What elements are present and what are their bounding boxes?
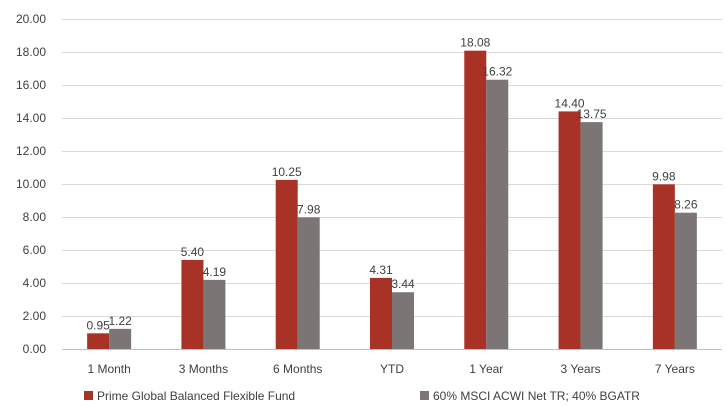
bar-benchmark [392, 292, 414, 349]
data-label: 8.26 [674, 198, 698, 212]
data-label: 13.75 [577, 107, 607, 121]
data-label: 3.44 [391, 277, 415, 291]
data-label: 10.25 [272, 165, 302, 179]
x-tick-label: 3 Months [179, 362, 228, 376]
bar-benchmark [674, 212, 697, 349]
bar-fund [87, 333, 110, 349]
data-label: 4.19 [203, 265, 227, 279]
y-tick-label: 8.00 [23, 210, 47, 224]
y-tick-label: 10.00 [16, 177, 46, 191]
y-tick-label: 2.00 [23, 309, 47, 323]
data-labels: 0.951.22 5.40 4.19 10.25 7.98 4.313.44 18.08 16… [86, 36, 697, 333]
x-tick-label: 7 Years [655, 362, 695, 376]
data-label: 16.32 [482, 65, 512, 79]
y-tick-label: 12.00 [16, 144, 46, 158]
data-label: 5.40 [181, 245, 205, 259]
bar-fund [652, 184, 675, 349]
gridlines [62, 19, 722, 350]
x-tick-label: 1 Month [87, 362, 130, 376]
x-tick-label: 6 Months [273, 362, 322, 376]
bar-benchmark [297, 217, 320, 349]
bar-fund [370, 277, 392, 349]
bar-fund [464, 50, 487, 350]
data-label: 9.98 [652, 169, 676, 183]
x-tick-label: 1 Year [469, 362, 503, 376]
y-tick-label: 14.00 [16, 111, 46, 125]
bar-fund [275, 179, 298, 349]
y-tick-label: 20.00 [16, 12, 46, 26]
x-tick-label: 3 Years [561, 362, 601, 376]
x-axis-ticks: 1 Month 3 Months 6 Months YTD 1 Year 3 Years 7… [87, 362, 694, 376]
y-tick-label: 4.00 [23, 276, 47, 290]
data-label: 18.08 [460, 36, 490, 50]
bars [87, 50, 697, 350]
legend-label: 60% MSCI ACWI Net TR; 40% BGATR [433, 389, 640, 403]
data-label: 4.31 [369, 263, 393, 277]
data-label: 0.95 [86, 318, 110, 332]
legend-swatch [84, 391, 93, 400]
bar-benchmark [203, 279, 226, 349]
x-tick-label: YTD [380, 362, 404, 376]
legend: Prime Global Balanced Flexible Fund 60% M… [84, 389, 640, 403]
bar-benchmark [109, 328, 132, 349]
data-label: 1.22 [108, 314, 132, 328]
bar-fund [558, 111, 581, 350]
data-label: 7.98 [297, 202, 321, 216]
y-tick-label: 16.00 [16, 78, 46, 92]
legend-swatch [420, 391, 429, 400]
bar-benchmark [580, 122, 603, 349]
bar-fund [181, 259, 204, 349]
y-tick-label: 0.00 [23, 342, 47, 356]
data-label: 14.40 [555, 96, 585, 110]
y-axis-ticks: 0.00 2.00 4.00 6.00 8.00 10.00 12.00 14.00 16.00… [16, 12, 46, 356]
y-tick-label: 18.00 [16, 45, 46, 59]
legend-label: Prime Global Balanced Flexible Fund [97, 389, 295, 403]
y-tick-label: 6.00 [23, 243, 47, 257]
bar-benchmark [486, 79, 509, 349]
